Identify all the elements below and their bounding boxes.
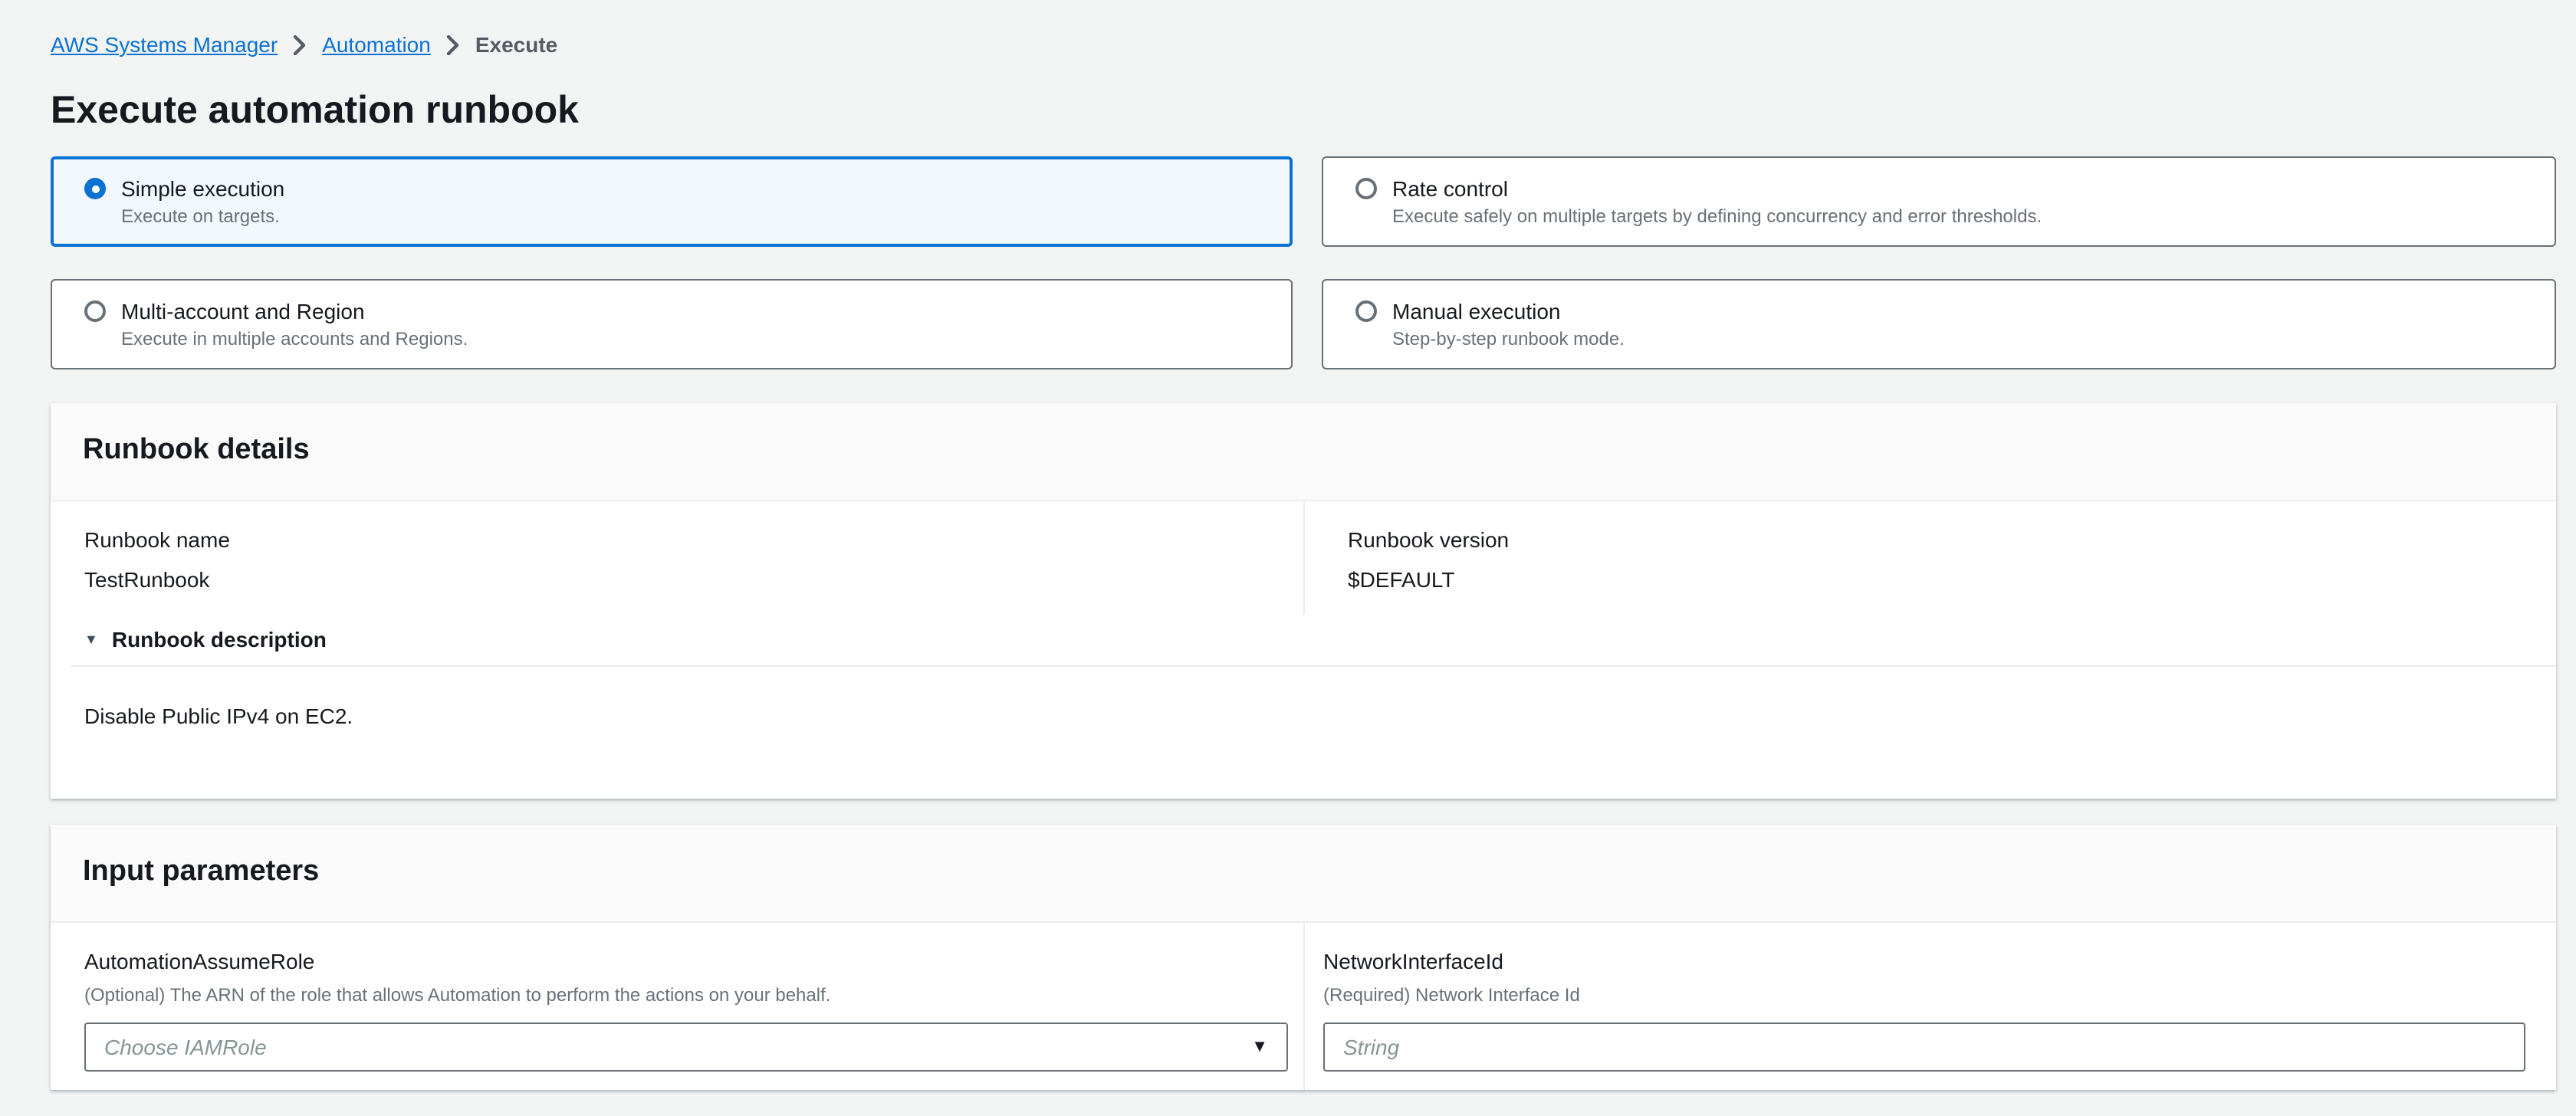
breadcrumb-chevron-icon xyxy=(293,34,307,54)
caret-down-icon: ▼ xyxy=(1251,1037,1268,1055)
divider xyxy=(71,665,2556,667)
runbook-details-columns: Runbook name TestRunbook Runbook version… xyxy=(51,501,2556,615)
runbook-details-title: Runbook details xyxy=(83,434,310,466)
breadcrumb-link-aws-systems-manager[interactable]: AWS Systems Manager xyxy=(51,32,278,57)
tile-label: Manual execution xyxy=(1392,299,1561,323)
radio-button[interactable] xyxy=(1355,300,1377,322)
input-parameters-header: Input parameters xyxy=(51,825,2556,923)
runbook-description-text: Disable Public IPv4 on EC2. xyxy=(84,704,353,728)
runbook-version-label: Runbook version xyxy=(1348,527,1510,552)
runbook-name-value: TestRunbook xyxy=(84,567,210,592)
radio-button-selected[interactable] xyxy=(84,178,106,199)
network-interface-id-input[interactable] xyxy=(1323,1022,2525,1072)
breadcrumb-current-page: Execute xyxy=(475,32,558,57)
input-parameters-columns: AutomationAssumeRole (Optional) The ARN … xyxy=(51,923,2556,1090)
network-interface-id-help: (Required) Network Interface Id xyxy=(1323,984,1580,1006)
network-interface-id-label: NetworkInterfaceId xyxy=(1323,949,1503,973)
runbook-details-header: Runbook details xyxy=(51,403,2556,501)
runbook-name-label: Runbook name xyxy=(84,527,230,552)
tile-multi-account-and-region[interactable]: Multi-account and Region Execute in mult… xyxy=(51,279,1293,369)
runbook-details-panel: Runbook details Runbook name TestRunbook… xyxy=(51,403,2556,799)
runbook-description-toggle[interactable]: ▼ Runbook description xyxy=(51,615,2556,652)
tile-manual-execution[interactable]: Manual execution Step-by-step runbook mo… xyxy=(1322,279,2556,369)
caret-down-icon: ▼ xyxy=(84,631,98,646)
iam-role-select[interactable]: Choose IAMRole ▼ xyxy=(84,1022,1288,1072)
breadcrumb-chevron-icon xyxy=(446,34,460,54)
radio-button[interactable] xyxy=(1355,178,1377,199)
tile-description: Execute safely on multiple targets by de… xyxy=(1392,205,2042,227)
tile-rate-control[interactable]: Rate control Execute safely on multiple … xyxy=(1322,156,2556,247)
tile-description: Execute in multiple accounts and Regions… xyxy=(121,328,468,350)
input-parameters-title: Input parameters xyxy=(83,855,320,888)
radio-button[interactable] xyxy=(84,300,106,322)
breadcrumb-link-automation[interactable]: Automation xyxy=(322,32,431,57)
iam-role-select-placeholder: Choose IAMRole xyxy=(104,1035,267,1059)
automation-assume-role-help: (Optional) The ARN of the role that allo… xyxy=(84,984,831,1006)
network-interface-id-field: NetworkInterfaceId (Required) Network In… xyxy=(1303,923,2556,1090)
tile-label: Rate control xyxy=(1392,176,1508,201)
tile-label: Multi-account and Region xyxy=(121,299,365,323)
input-parameters-panel: Input parameters AutomationAssumeRole (O… xyxy=(51,825,2556,1090)
tile-simple-execution[interactable]: Simple execution Execute on targets. xyxy=(51,156,1293,247)
runbook-version-value: $DEFAULT xyxy=(1348,567,1455,592)
tile-description: Step-by-step runbook mode. xyxy=(1392,328,1625,350)
tile-description: Execute on targets. xyxy=(121,205,280,227)
runbook-description-toggle-label: Runbook description xyxy=(111,627,327,652)
automation-assume-role-label: AutomationAssumeRole xyxy=(84,949,315,973)
execution-mode-tiles: Simple execution Execute on targets. Rat… xyxy=(51,156,2556,369)
automation-assume-role-field: AutomationAssumeRole (Optional) The ARN … xyxy=(51,923,1303,1090)
page-title: Execute automation runbook xyxy=(51,89,579,132)
runbook-name-field: Runbook name TestRunbook xyxy=(51,501,1303,615)
runbook-version-field: Runbook version $DEFAULT xyxy=(1303,501,2556,615)
tile-label: Simple execution xyxy=(121,176,285,201)
breadcrumb: AWS Systems Manager Automation Execute xyxy=(51,31,2556,58)
